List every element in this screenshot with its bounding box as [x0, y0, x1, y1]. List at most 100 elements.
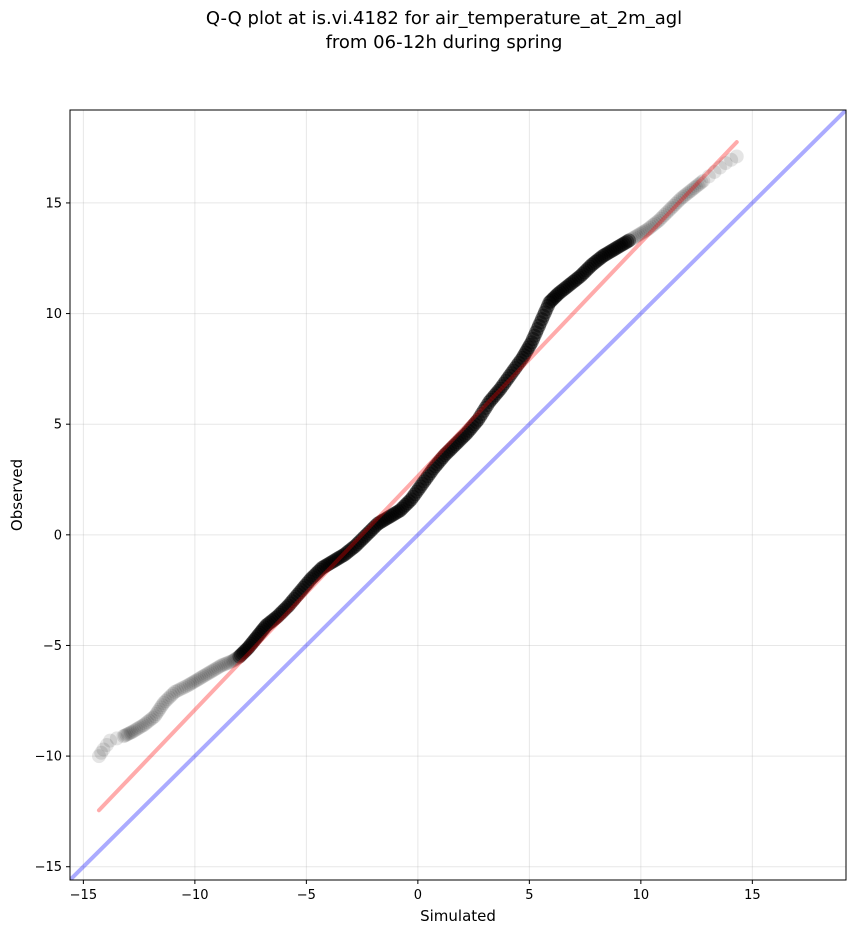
quantile-point: [340, 544, 355, 559]
quantile-point: [322, 556, 337, 571]
quantile-point: [176, 680, 191, 695]
quantile-point: [495, 379, 510, 394]
x-tick-label: 0: [414, 888, 422, 903]
quantile-point: [664, 200, 679, 215]
quantile-point: [549, 288, 564, 303]
quantile-point: [659, 206, 674, 221]
quantile-point: [666, 198, 681, 213]
quantile-point: [564, 276, 579, 291]
quantile-point: [471, 412, 486, 427]
quantile-point: [482, 395, 497, 410]
quantile-point: [120, 726, 135, 741]
quantile-point: [404, 492, 419, 507]
quantile-point: [594, 250, 609, 265]
quantile-point: [331, 551, 346, 566]
quantile-point: [378, 512, 393, 527]
quantile-point: [186, 674, 201, 689]
quantile-point: [205, 663, 220, 678]
quantile-point: [309, 566, 324, 581]
quantile-point: [290, 587, 305, 602]
quantile-point: [497, 376, 512, 391]
quantile-point: [529, 325, 544, 340]
quantile-point: [281, 598, 296, 613]
quantile-point: [270, 609, 285, 624]
quantile-point: [638, 223, 653, 238]
quantile-point: [207, 662, 222, 677]
quantile-point: [389, 505, 404, 520]
quantile-point: [313, 562, 328, 577]
quantile-point: [493, 381, 508, 396]
quantile-point: [478, 400, 493, 415]
quantile-point: [350, 537, 365, 552]
quantile-point: [672, 193, 687, 208]
quantile-point: [560, 279, 575, 294]
quantile-point: [407, 487, 422, 502]
quantile-point: [268, 611, 283, 626]
quantile-point: [588, 254, 603, 269]
quantile-point: [543, 294, 558, 309]
quantile-point: [238, 643, 253, 658]
quantile-point: [231, 650, 246, 665]
quantile-point: [532, 318, 547, 333]
quantile-point: [383, 509, 398, 524]
quantile-point: [504, 366, 519, 381]
quantile-point: [623, 232, 638, 247]
quantile-point: [526, 332, 541, 347]
quantile-point: [646, 218, 661, 233]
quantile-point: [197, 668, 212, 683]
quantile-point: [542, 295, 557, 310]
quantile-point: [320, 557, 335, 572]
quantile-point: [569, 271, 584, 286]
quantile-point: [445, 440, 460, 455]
quantile-point: [132, 720, 147, 735]
quantile-point: [242, 638, 257, 653]
quantile-point: [127, 723, 142, 738]
quantile-point: [520, 343, 535, 358]
quantile-point: [96, 742, 111, 757]
chart-subtitle: from 06-12h during spring: [325, 32, 563, 53]
quantile-point: [158, 694, 173, 709]
quantile-point: [631, 228, 646, 243]
quantile-point: [409, 484, 424, 499]
quantile-point: [123, 725, 138, 740]
quantile-point: [521, 340, 536, 355]
quantile-point: [579, 263, 594, 278]
quantile-point: [355, 531, 370, 546]
y-tick-label: 5: [54, 418, 62, 433]
quantile-point: [629, 229, 644, 244]
quantile-point: [357, 529, 372, 544]
quantile-point: [326, 554, 341, 569]
quantile-points: [91, 149, 744, 764]
quantile-point: [222, 655, 237, 670]
grid: [70, 110, 846, 880]
quantile-point: [311, 564, 326, 579]
quantile-point: [577, 265, 592, 280]
quantile-point: [174, 681, 189, 696]
quantile-point: [537, 305, 552, 320]
quantile-point: [256, 622, 271, 637]
quantile-point: [400, 496, 415, 511]
quantile-point: [365, 522, 380, 537]
y-tick-label: −5: [43, 639, 62, 654]
quantile-point: [376, 513, 391, 528]
quantile-point: [441, 444, 456, 459]
quantile-point: [422, 466, 437, 481]
quantile-point: [216, 657, 231, 672]
quantile-point: [690, 178, 705, 193]
quantile-point: [354, 533, 368, 548]
quantile-point: [517, 348, 532, 363]
quantile-point: [153, 700, 168, 715]
quantile-point: [454, 431, 469, 446]
quantile-point: [476, 403, 491, 418]
quantile-point: [688, 179, 703, 194]
quantile-point: [387, 506, 402, 521]
quantile-point: [450, 435, 465, 450]
quantile-point: [223, 654, 238, 669]
quantile-point: [597, 247, 612, 262]
quantile-point: [140, 715, 155, 730]
quantile-point: [484, 392, 499, 407]
quantile-point: [335, 548, 350, 563]
quantile-point: [694, 175, 709, 190]
quantile-point: [713, 160, 728, 175]
quantile-point: [160, 692, 175, 707]
